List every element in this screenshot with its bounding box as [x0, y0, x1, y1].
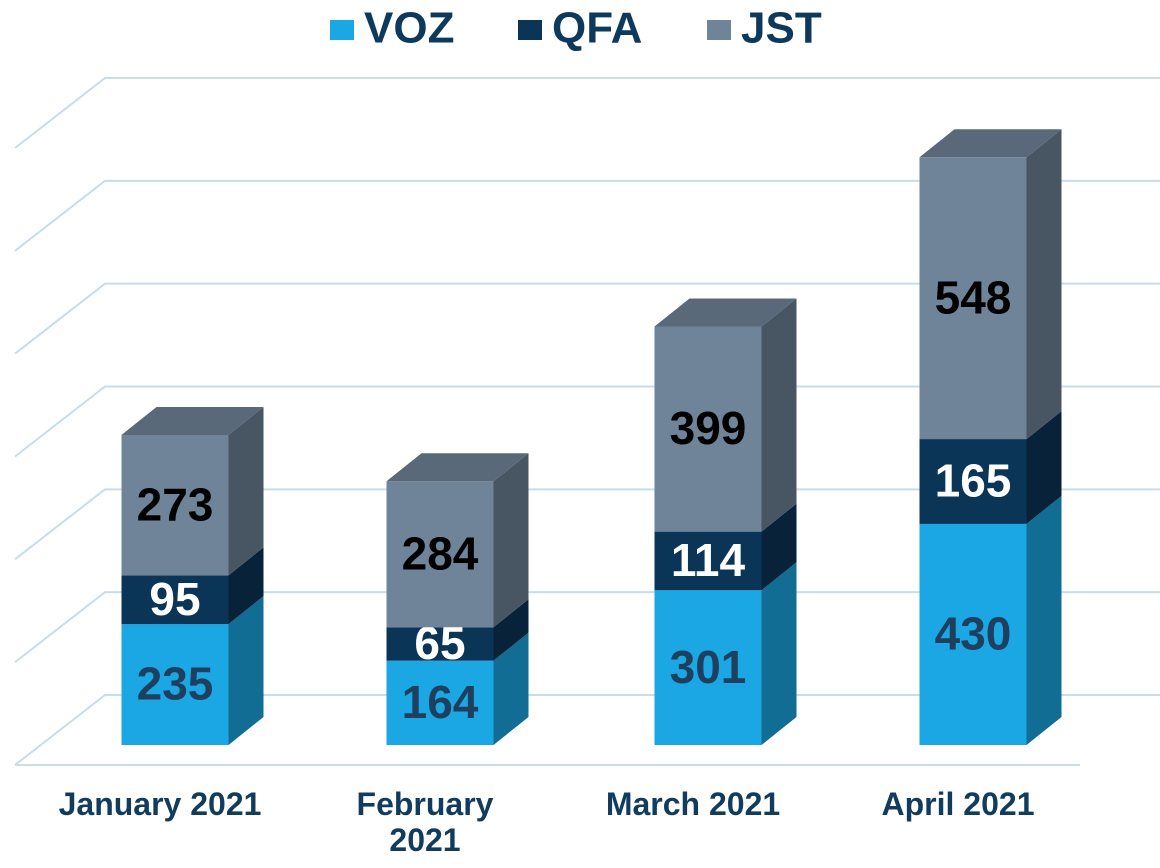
- legend-label: JST: [741, 4, 822, 53]
- bar-top: [654, 298, 797, 327]
- data-label: 95: [149, 573, 200, 625]
- bar: [121, 575, 229, 625]
- bar-top: [386, 453, 529, 482]
- grid-line: [14, 179, 1160, 252]
- legend-swatch: [518, 20, 542, 40]
- bar: [654, 326, 762, 532]
- data-label: 165: [935, 455, 1012, 507]
- bar: [654, 590, 762, 745]
- grid-line: [14, 488, 1160, 561]
- bar-side: [1026, 129, 1062, 440]
- bar-top: [919, 129, 1062, 158]
- bar: [919, 439, 1027, 524]
- grid-line: [14, 385, 1160, 458]
- x-tick-label: January 2021: [58, 786, 262, 822]
- data-label: 273: [137, 478, 214, 530]
- x-tick-label: April 2021: [881, 786, 1035, 822]
- bar: [386, 627, 494, 661]
- data-label: 164: [402, 676, 479, 728]
- bar-top: [121, 406, 264, 435]
- bar: [386, 660, 494, 745]
- x-tick-label: February 2021: [356, 786, 494, 858]
- grid-line: [14, 694, 1160, 766]
- bar-side: [493, 453, 529, 628]
- data-label: 284: [402, 527, 479, 579]
- bar: [919, 523, 1027, 745]
- grid-line: [14, 591, 1160, 663]
- grid-line: [14, 282, 1160, 355]
- legend-swatch: [330, 20, 354, 40]
- data-label: 399: [670, 402, 747, 454]
- data-label: 235: [137, 658, 214, 710]
- x-tick-label: March 2021: [605, 786, 781, 822]
- data-label: 548: [935, 271, 1012, 323]
- bar: [919, 157, 1027, 440]
- bar-side: [761, 503, 797, 591]
- bar-side: [1026, 495, 1062, 745]
- bar: [386, 481, 494, 628]
- bar-side: [493, 599, 529, 661]
- data-label: 430: [935, 608, 1012, 660]
- grid-line: [14, 77, 1160, 149]
- legend-label: QFA: [552, 4, 642, 53]
- bar: [121, 434, 229, 576]
- data-label: 114: [671, 534, 746, 586]
- bar-side: [228, 406, 264, 576]
- legend-label: VOZ: [364, 4, 454, 53]
- bar-side: [761, 562, 797, 745]
- bar-side: [228, 596, 264, 745]
- bar-side: [228, 547, 264, 625]
- bar-side: [761, 298, 797, 532]
- bar-side: [493, 632, 529, 745]
- data-label: 301: [670, 641, 747, 693]
- bar: [121, 624, 229, 745]
- bar-side: [1026, 411, 1062, 524]
- legend-swatch: [707, 20, 731, 40]
- bar: [654, 531, 762, 591]
